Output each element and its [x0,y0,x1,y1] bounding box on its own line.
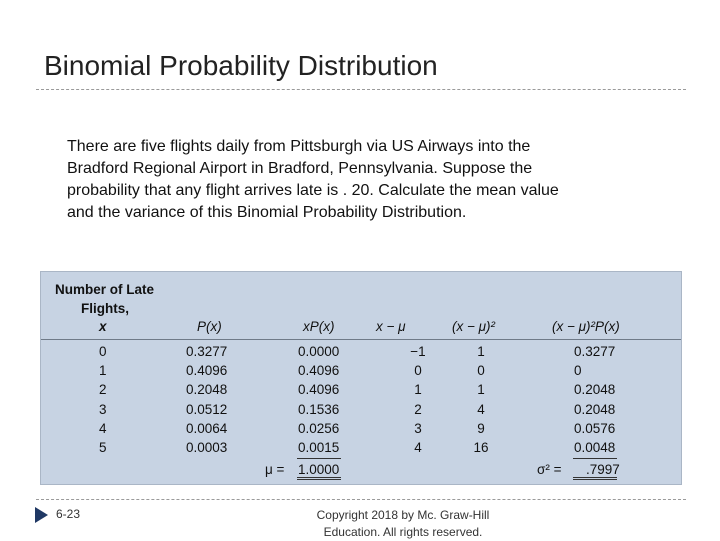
cell-xpx: 0.1536 [298,402,340,417]
cell-deviation-squared: 9 [477,421,485,436]
play-arrow-icon [35,507,48,523]
header-xpx: xP(x) [303,319,335,334]
cell-deviation: −1 [410,344,426,359]
slide-number: 6-23 [56,507,81,521]
cell-deviation-squared: 1 [477,344,485,359]
distribution-table: Number of Late Flights, x P(x) xP(x) x −… [40,271,682,485]
cell-deviation: 2 [414,402,422,417]
cell-px: 0.0512 [186,402,228,417]
title-divider [36,89,686,90]
cell-xpx: 0.4096 [298,363,340,378]
copyright-line: Copyright 2018 by Mc. Graw-Hill [316,508,490,522]
cell-deviation: 1 [414,382,422,397]
cell-deviation-squared: 0 [477,363,485,378]
cell-xpx: 0.0015 [298,440,340,455]
mean-double-underline [297,477,341,480]
cell-weighted-squared: 0.2048 [574,382,616,397]
cell-weighted-squared: 0.2048 [574,402,616,417]
header-deviation: x − μ [376,319,406,334]
slide-title: Binomial Probability Distribution [44,50,438,81]
header-deviation-squared: (x − μ)² [452,319,496,334]
header-separator [41,339,681,340]
cell-weighted-squared: 0.3277 [574,344,616,359]
cell-weighted-squared: 0.0048 [574,440,616,455]
cell-weighted-squared: 0 [574,363,582,378]
problem-line: probability that any flight arrives late… [67,182,559,199]
cell-x: 1 [99,363,107,378]
cell-xpx: 0.0000 [298,344,340,359]
mean-underline [297,458,341,459]
header-weighted-squared: (x − μ)²P(x) [552,319,620,334]
cell-px: 0.0064 [186,421,228,436]
cell-deviation-squared: 1 [477,382,485,397]
cell-x: 3 [99,402,107,417]
problem-text: There are five flights daily from Pittsb… [67,136,647,224]
cell-weighted-squared: 0.0576 [574,421,616,436]
cell-xpx: 0.4096 [298,382,340,397]
variance-underline [573,458,617,459]
cell-x: 2 [99,382,107,397]
cell-deviation-squared: 16 [473,440,489,455]
problem-line: and the variance of this Binomial Probab… [67,204,467,221]
problem-line: Bradford Regional Airport in Bradford, P… [67,160,533,177]
mean-value: 1.0000 [298,462,340,477]
variance-double-underline [573,477,617,480]
header-px: P(x) [197,319,222,334]
cell-px: 0.4096 [186,363,228,378]
cell-px: 0.2048 [186,382,228,397]
cell-x: 0 [99,344,107,359]
cell-px: 0.0003 [186,440,228,455]
header-col1-line1: Number of Late [55,282,155,297]
copyright-notice: Copyright 2018 by Mc. Graw-Hill Educatio… [298,507,508,541]
problem-line: There are five flights daily from Pittsb… [67,138,531,155]
cell-deviation: 0 [414,363,422,378]
variance-value: .7997 [586,462,620,477]
cell-deviation: 3 [414,421,422,436]
mean-label: μ = [265,462,285,477]
header-col1-line3: x [99,319,107,334]
cell-xpx: 0.0256 [298,421,340,436]
footer-divider [36,499,686,500]
cell-deviation: 4 [414,440,422,455]
header-col1-line2: Flights, [81,301,129,316]
copyright-line: Education. All rights reserved. [323,525,483,539]
cell-deviation-squared: 4 [477,402,485,417]
cell-x: 4 [99,421,107,436]
variance-label: σ² = [537,462,562,477]
cell-x: 5 [99,440,107,455]
cell-px: 0.3277 [186,344,228,359]
